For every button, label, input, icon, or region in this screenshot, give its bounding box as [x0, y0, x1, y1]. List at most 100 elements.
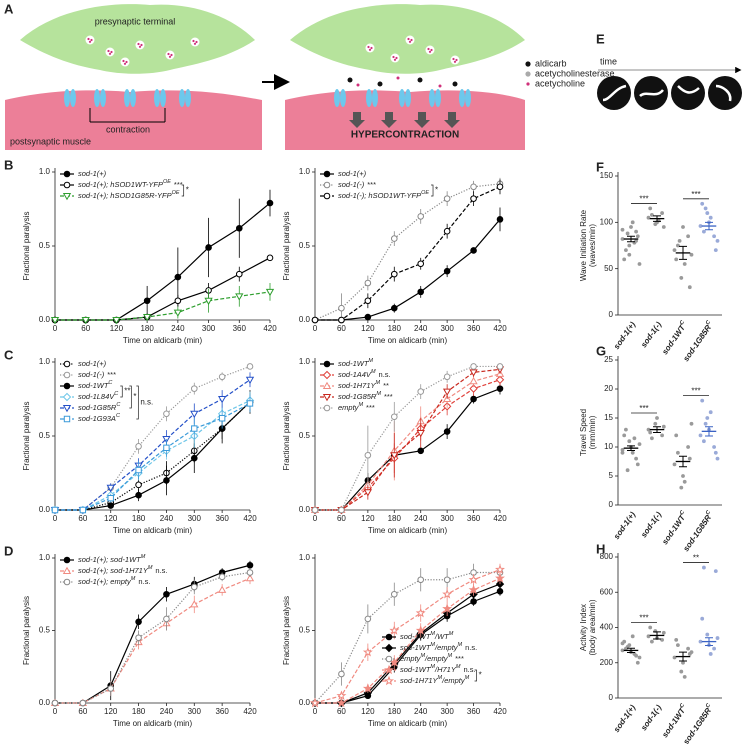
marker	[190, 583, 198, 591]
x-tick-label: 0	[53, 707, 58, 716]
significance: n.s.	[138, 577, 150, 586]
x-tick-label: 240	[160, 514, 174, 523]
data-point	[630, 450, 635, 455]
error-bar	[627, 647, 635, 654]
x-tick-label: 240	[414, 324, 428, 333]
legend-marker	[322, 394, 332, 402]
x-tick-label-part: sod-1WT	[660, 706, 687, 740]
legend-marker	[323, 170, 331, 178]
y-tick-label: 0.0	[39, 315, 51, 324]
legend-label-part: M	[430, 631, 435, 637]
x-tick-label: 420	[493, 324, 507, 333]
significance-label: ***	[639, 195, 648, 204]
error-bar	[679, 455, 687, 468]
data-point	[689, 650, 694, 655]
series-line	[55, 402, 251, 511]
marker	[390, 590, 398, 598]
data-point	[653, 421, 658, 426]
marker	[417, 260, 425, 268]
panel-label: F	[596, 159, 604, 174]
legend-marker	[63, 170, 71, 178]
data-point	[630, 634, 635, 639]
data-point	[705, 416, 710, 420]
y-tick-label: 15	[604, 413, 613, 422]
x-tick-label: 360	[233, 324, 247, 333]
data-point	[712, 646, 716, 651]
y-tick-label: 0.5	[299, 241, 311, 250]
data-point	[715, 636, 720, 640]
x-tick-label-part: sod-1WT	[660, 513, 687, 547]
y-axis-label: Wave Initiation Rate	[579, 209, 588, 281]
legend-label-part: sod-1WT	[78, 381, 110, 390]
legend-label-part: sod-1WT	[400, 665, 432, 674]
marker	[135, 466, 142, 474]
data-point	[661, 424, 666, 429]
marker	[442, 603, 453, 613]
marker	[246, 363, 254, 370]
marker	[217, 396, 227, 404]
y-tick-label: 0.5	[299, 431, 311, 440]
legend-label-part: M	[371, 369, 376, 375]
legend-label-part: sod-1G85R	[78, 403, 117, 412]
worm-frames	[597, 66, 742, 110]
legend-marker	[384, 675, 394, 686]
data-point	[713, 248, 718, 253]
x-tick-label: 60	[78, 707, 87, 716]
x-tick-label: 300	[440, 324, 454, 333]
data-point	[627, 243, 632, 248]
legend-marker	[385, 655, 393, 663]
legend-label: sod-1G93AC	[78, 413, 120, 423]
legend-label-part: sod-1(-); hSOD1WT-YFP	[338, 191, 421, 200]
marker	[443, 373, 451, 381]
legend-label-part: sod-1H71Y	[338, 381, 377, 390]
x-tick-label: 180	[388, 324, 402, 333]
marker	[390, 304, 398, 312]
legend-label-part: sod-1(+)	[78, 169, 107, 178]
legend-label: sod-1(+); sod-1WTM	[78, 554, 146, 564]
x-tick-label: 240	[414, 707, 428, 716]
legend-label: acetycholine	[535, 78, 585, 88]
legend-label: aldicarb	[535, 58, 567, 68]
series-line	[55, 401, 251, 511]
legend-label-part: OE	[163, 179, 171, 185]
series-line	[55, 202, 271, 321]
y-tick-label: 800	[600, 552, 614, 561]
legend-label-part: OE	[172, 190, 180, 196]
data-point	[679, 669, 684, 674]
significance: n.s.	[379, 370, 391, 379]
legend-label: sod-1G85RM ***	[338, 391, 393, 401]
x-tick-label: 120	[361, 707, 375, 716]
x-tick-label: 120	[104, 707, 118, 716]
marker	[191, 425, 198, 432]
marker	[218, 373, 226, 381]
legend-marker	[323, 181, 331, 189]
legend-label-part: sod-1A4V	[338, 370, 372, 379]
data-point	[620, 227, 625, 232]
x-tick-label: 360	[467, 514, 481, 523]
x-tick-label: sod-1G85RC	[681, 509, 716, 553]
legend-label: sod-1(+); hSOD1WT-YFPOE ***	[78, 179, 183, 189]
data-point	[622, 257, 627, 262]
y-axis-label: (waves/min)	[588, 224, 597, 267]
marker	[417, 447, 425, 455]
x-axis-label: Time on aldicarb (min)	[368, 336, 448, 345]
x-tick-label: sod-1WTC	[660, 702, 690, 739]
marker	[205, 244, 212, 251]
series-line	[315, 577, 501, 704]
significance-label: ***	[639, 614, 648, 623]
x-tick-label: 300	[440, 514, 454, 523]
legend-marker	[63, 578, 71, 586]
legend-label-part: /empty	[424, 654, 449, 663]
legend-label-part: M	[465, 675, 470, 681]
marker	[442, 589, 453, 599]
legend-marker	[322, 381, 332, 389]
y-tick-label: 0	[609, 310, 614, 319]
data-point	[620, 448, 625, 452]
marker	[496, 363, 504, 370]
x-tick-label-part: C	[679, 509, 687, 517]
series-line	[314, 183, 501, 321]
marker	[174, 273, 182, 281]
y-tick-label: 1.0	[39, 357, 51, 366]
error-bar	[705, 637, 713, 646]
